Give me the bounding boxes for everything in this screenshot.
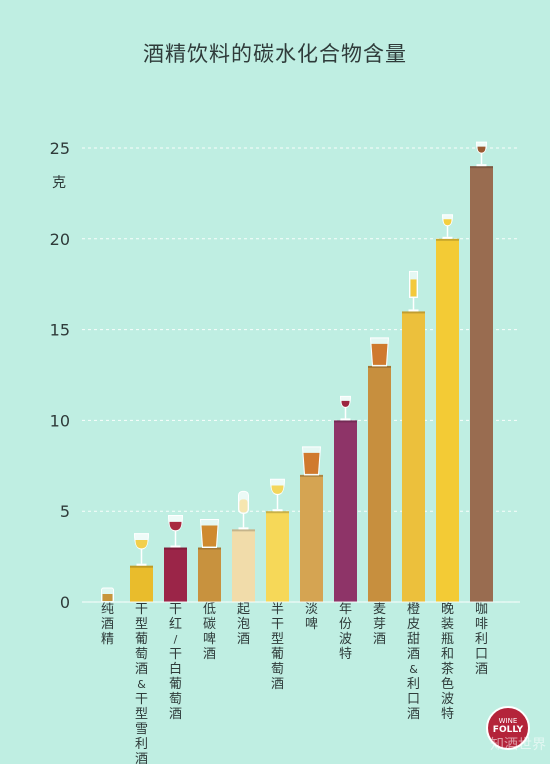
glass-icon bbox=[409, 271, 419, 310]
bar-top-edge bbox=[334, 420, 357, 422]
bar-top-edge bbox=[470, 166, 493, 168]
glass-icon bbox=[371, 338, 389, 366]
category-label: 干型葡萄酒&干型雪利酒 bbox=[135, 602, 148, 764]
glass-icon bbox=[271, 479, 285, 510]
y-tick-label: 15 bbox=[50, 321, 70, 340]
glass-icon bbox=[341, 396, 351, 419]
glass-icon bbox=[239, 491, 249, 528]
category-label: 淡啤 bbox=[305, 602, 318, 632]
glass-liquid bbox=[411, 279, 417, 296]
glass-liquid bbox=[240, 499, 248, 512]
bar-top-edge bbox=[232, 529, 255, 531]
bar-8 bbox=[334, 420, 357, 602]
category-label: 晚装瓶和茶色波特 bbox=[441, 602, 454, 722]
bar-top-edge bbox=[164, 548, 187, 550]
y-tick-label: 10 bbox=[50, 411, 70, 430]
glass-icon bbox=[303, 447, 321, 475]
bar-top-edge bbox=[130, 566, 153, 568]
category-label: 起泡酒 bbox=[237, 602, 250, 647]
logo-text-top: WINE bbox=[488, 717, 528, 725]
category-label: 橙皮甜酒&利口酒 bbox=[407, 602, 420, 722]
bar-top-edge bbox=[402, 311, 425, 313]
glass-liquid bbox=[202, 526, 218, 547]
y-tick-label: 20 bbox=[50, 230, 70, 249]
watermark: 知酒世界 bbox=[466, 734, 546, 754]
glass-icon bbox=[169, 516, 183, 547]
bar-2 bbox=[130, 566, 153, 602]
glass-liquid bbox=[372, 344, 388, 365]
category-label: 年份波特 bbox=[339, 602, 352, 662]
category-label: 半干型葡萄酒 bbox=[271, 602, 284, 692]
bar-11 bbox=[436, 239, 459, 602]
glass-liquid bbox=[103, 594, 113, 601]
category-label: 干红/干白葡萄酒 bbox=[169, 602, 182, 722]
bar-9 bbox=[368, 366, 391, 602]
glass-icon bbox=[477, 142, 487, 165]
category-label: 低碳啤酒 bbox=[203, 602, 216, 662]
glass-liquid bbox=[304, 453, 320, 474]
bar-top-edge bbox=[436, 239, 459, 241]
y-tick-label: 25 bbox=[50, 139, 70, 158]
bar-10 bbox=[402, 311, 425, 602]
bar-4 bbox=[198, 548, 221, 602]
category-label: 纯酒精 bbox=[101, 602, 114, 647]
bar-5 bbox=[232, 529, 255, 602]
y-tick-label: 0 bbox=[60, 593, 70, 612]
category-label: 咖啡利口酒 bbox=[475, 602, 488, 677]
glass-icon bbox=[102, 588, 114, 602]
glass-icon bbox=[201, 520, 219, 548]
bar-6 bbox=[266, 511, 289, 602]
bar-top-edge bbox=[266, 511, 289, 513]
bar-12 bbox=[470, 166, 493, 602]
bar-3 bbox=[164, 548, 187, 602]
y-tick-label: 5 bbox=[60, 502, 70, 521]
category-label: 麦芽酒 bbox=[373, 602, 386, 647]
glass-icon bbox=[135, 534, 149, 565]
glass-icon bbox=[443, 215, 453, 238]
bar-7 bbox=[300, 475, 323, 602]
